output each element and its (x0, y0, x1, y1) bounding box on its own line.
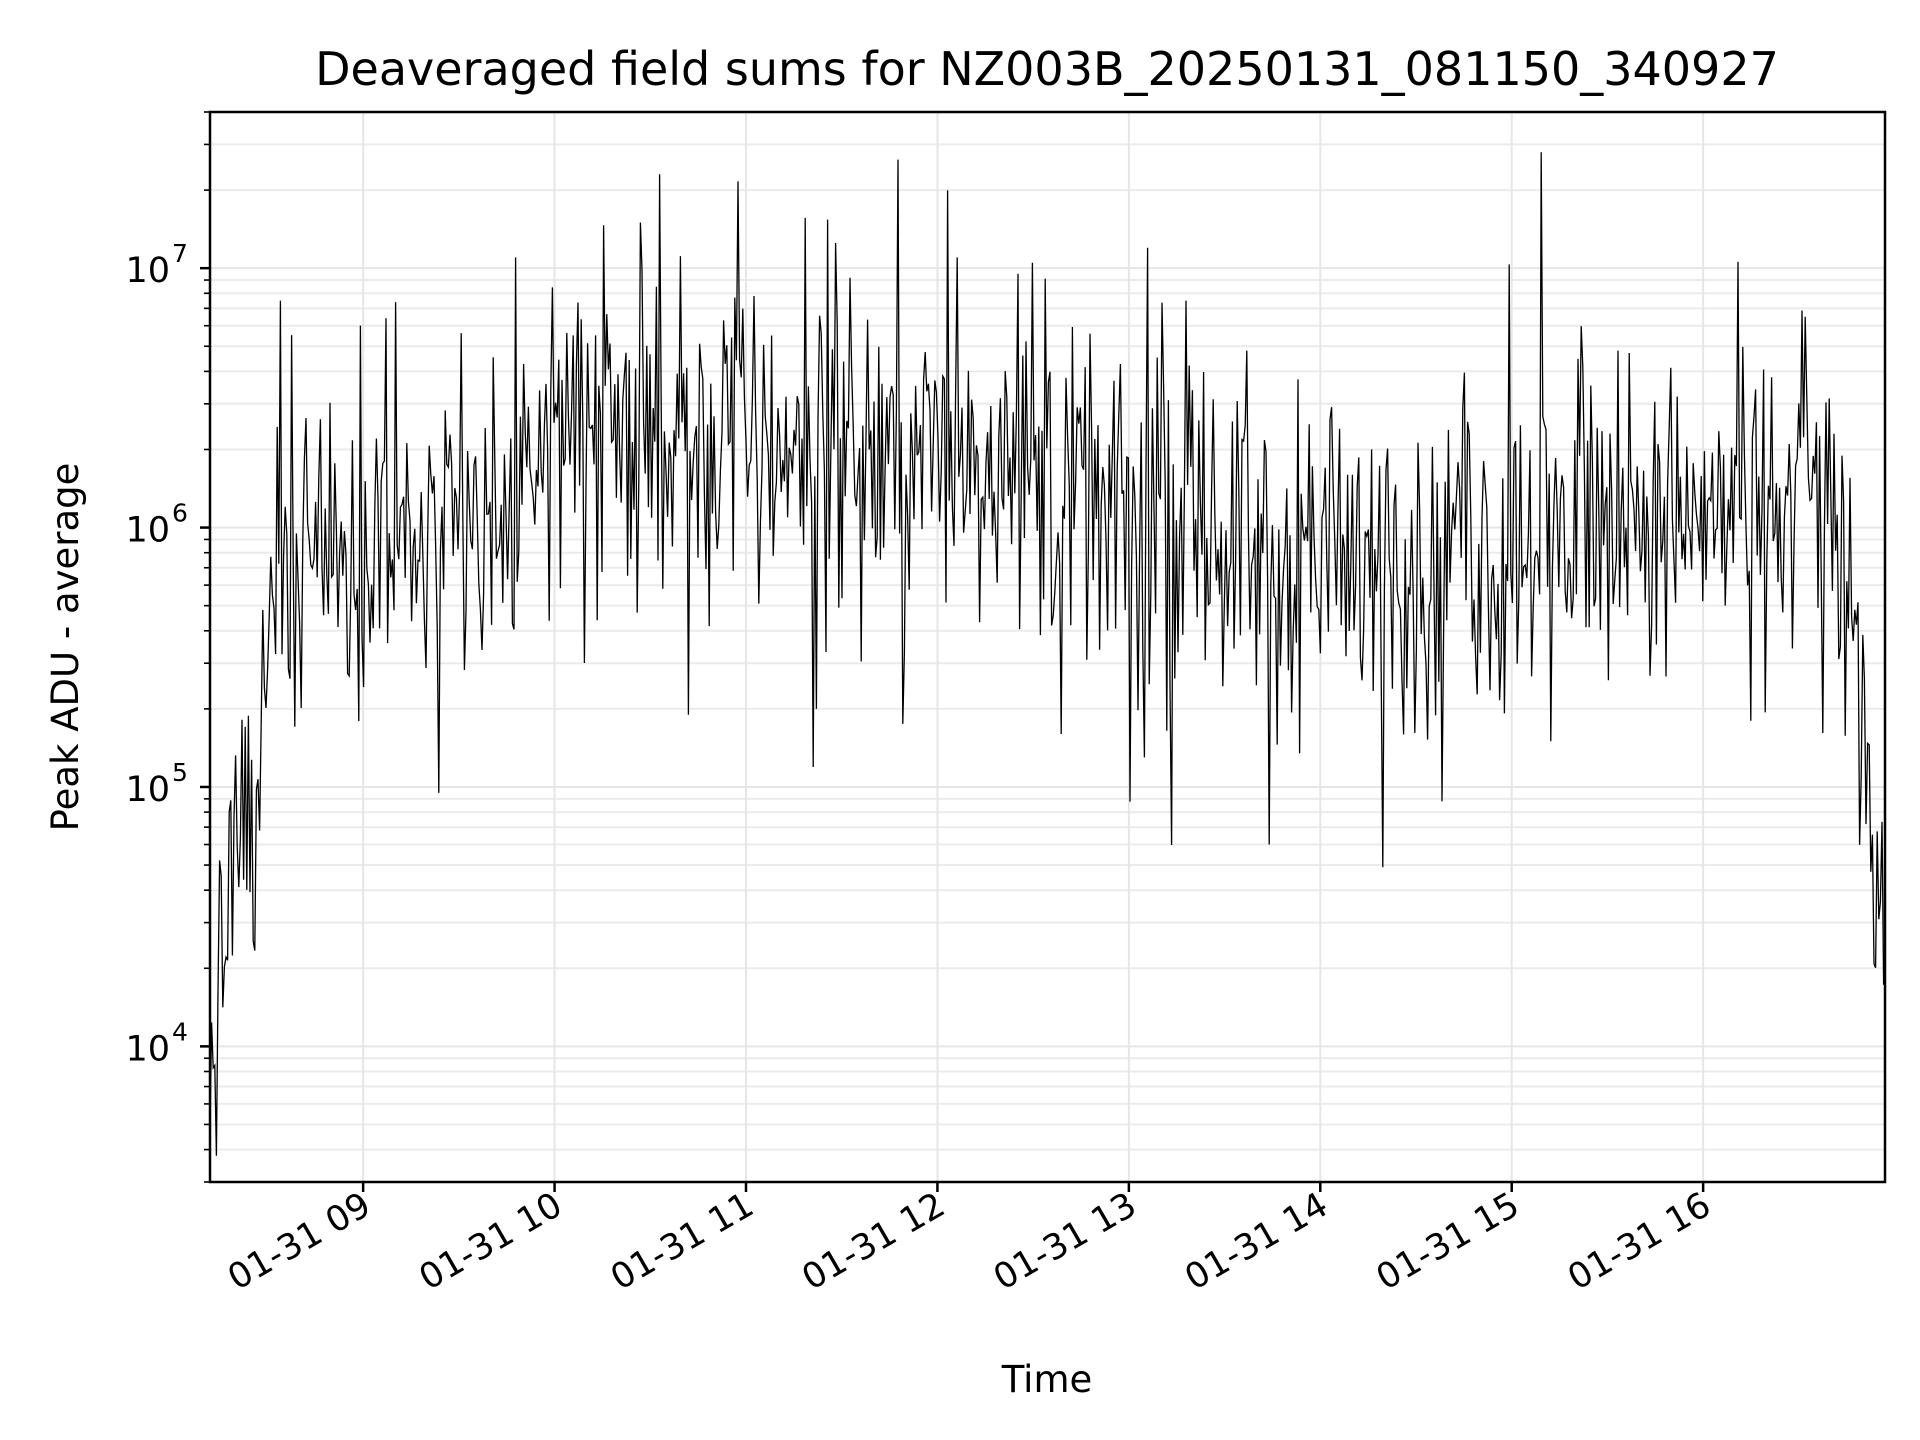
y-tick-exponent: 7 (172, 239, 188, 268)
series-group (209, 152, 1885, 1156)
y-axis-label: Peak ADU - average (44, 463, 87, 832)
y-tick-label: 10 (125, 770, 170, 810)
y-tick-label: 10 (125, 511, 170, 551)
plot-frame (208, 110, 1887, 1184)
y-tick-exponent: 4 (172, 1017, 188, 1046)
y-tick-exponent: 6 (172, 499, 188, 528)
x-axis-label: Time (1001, 1358, 1093, 1401)
y-tick-label: 10 (125, 251, 170, 291)
chart-title: Deaveraged field sums for NZ003B_2025013… (315, 42, 1779, 96)
y-tick-label: 10 (125, 1029, 170, 1069)
grid (210, 111, 1885, 1183)
y-tick-exponent: 5 (172, 758, 188, 787)
series-line (209, 152, 1885, 1156)
